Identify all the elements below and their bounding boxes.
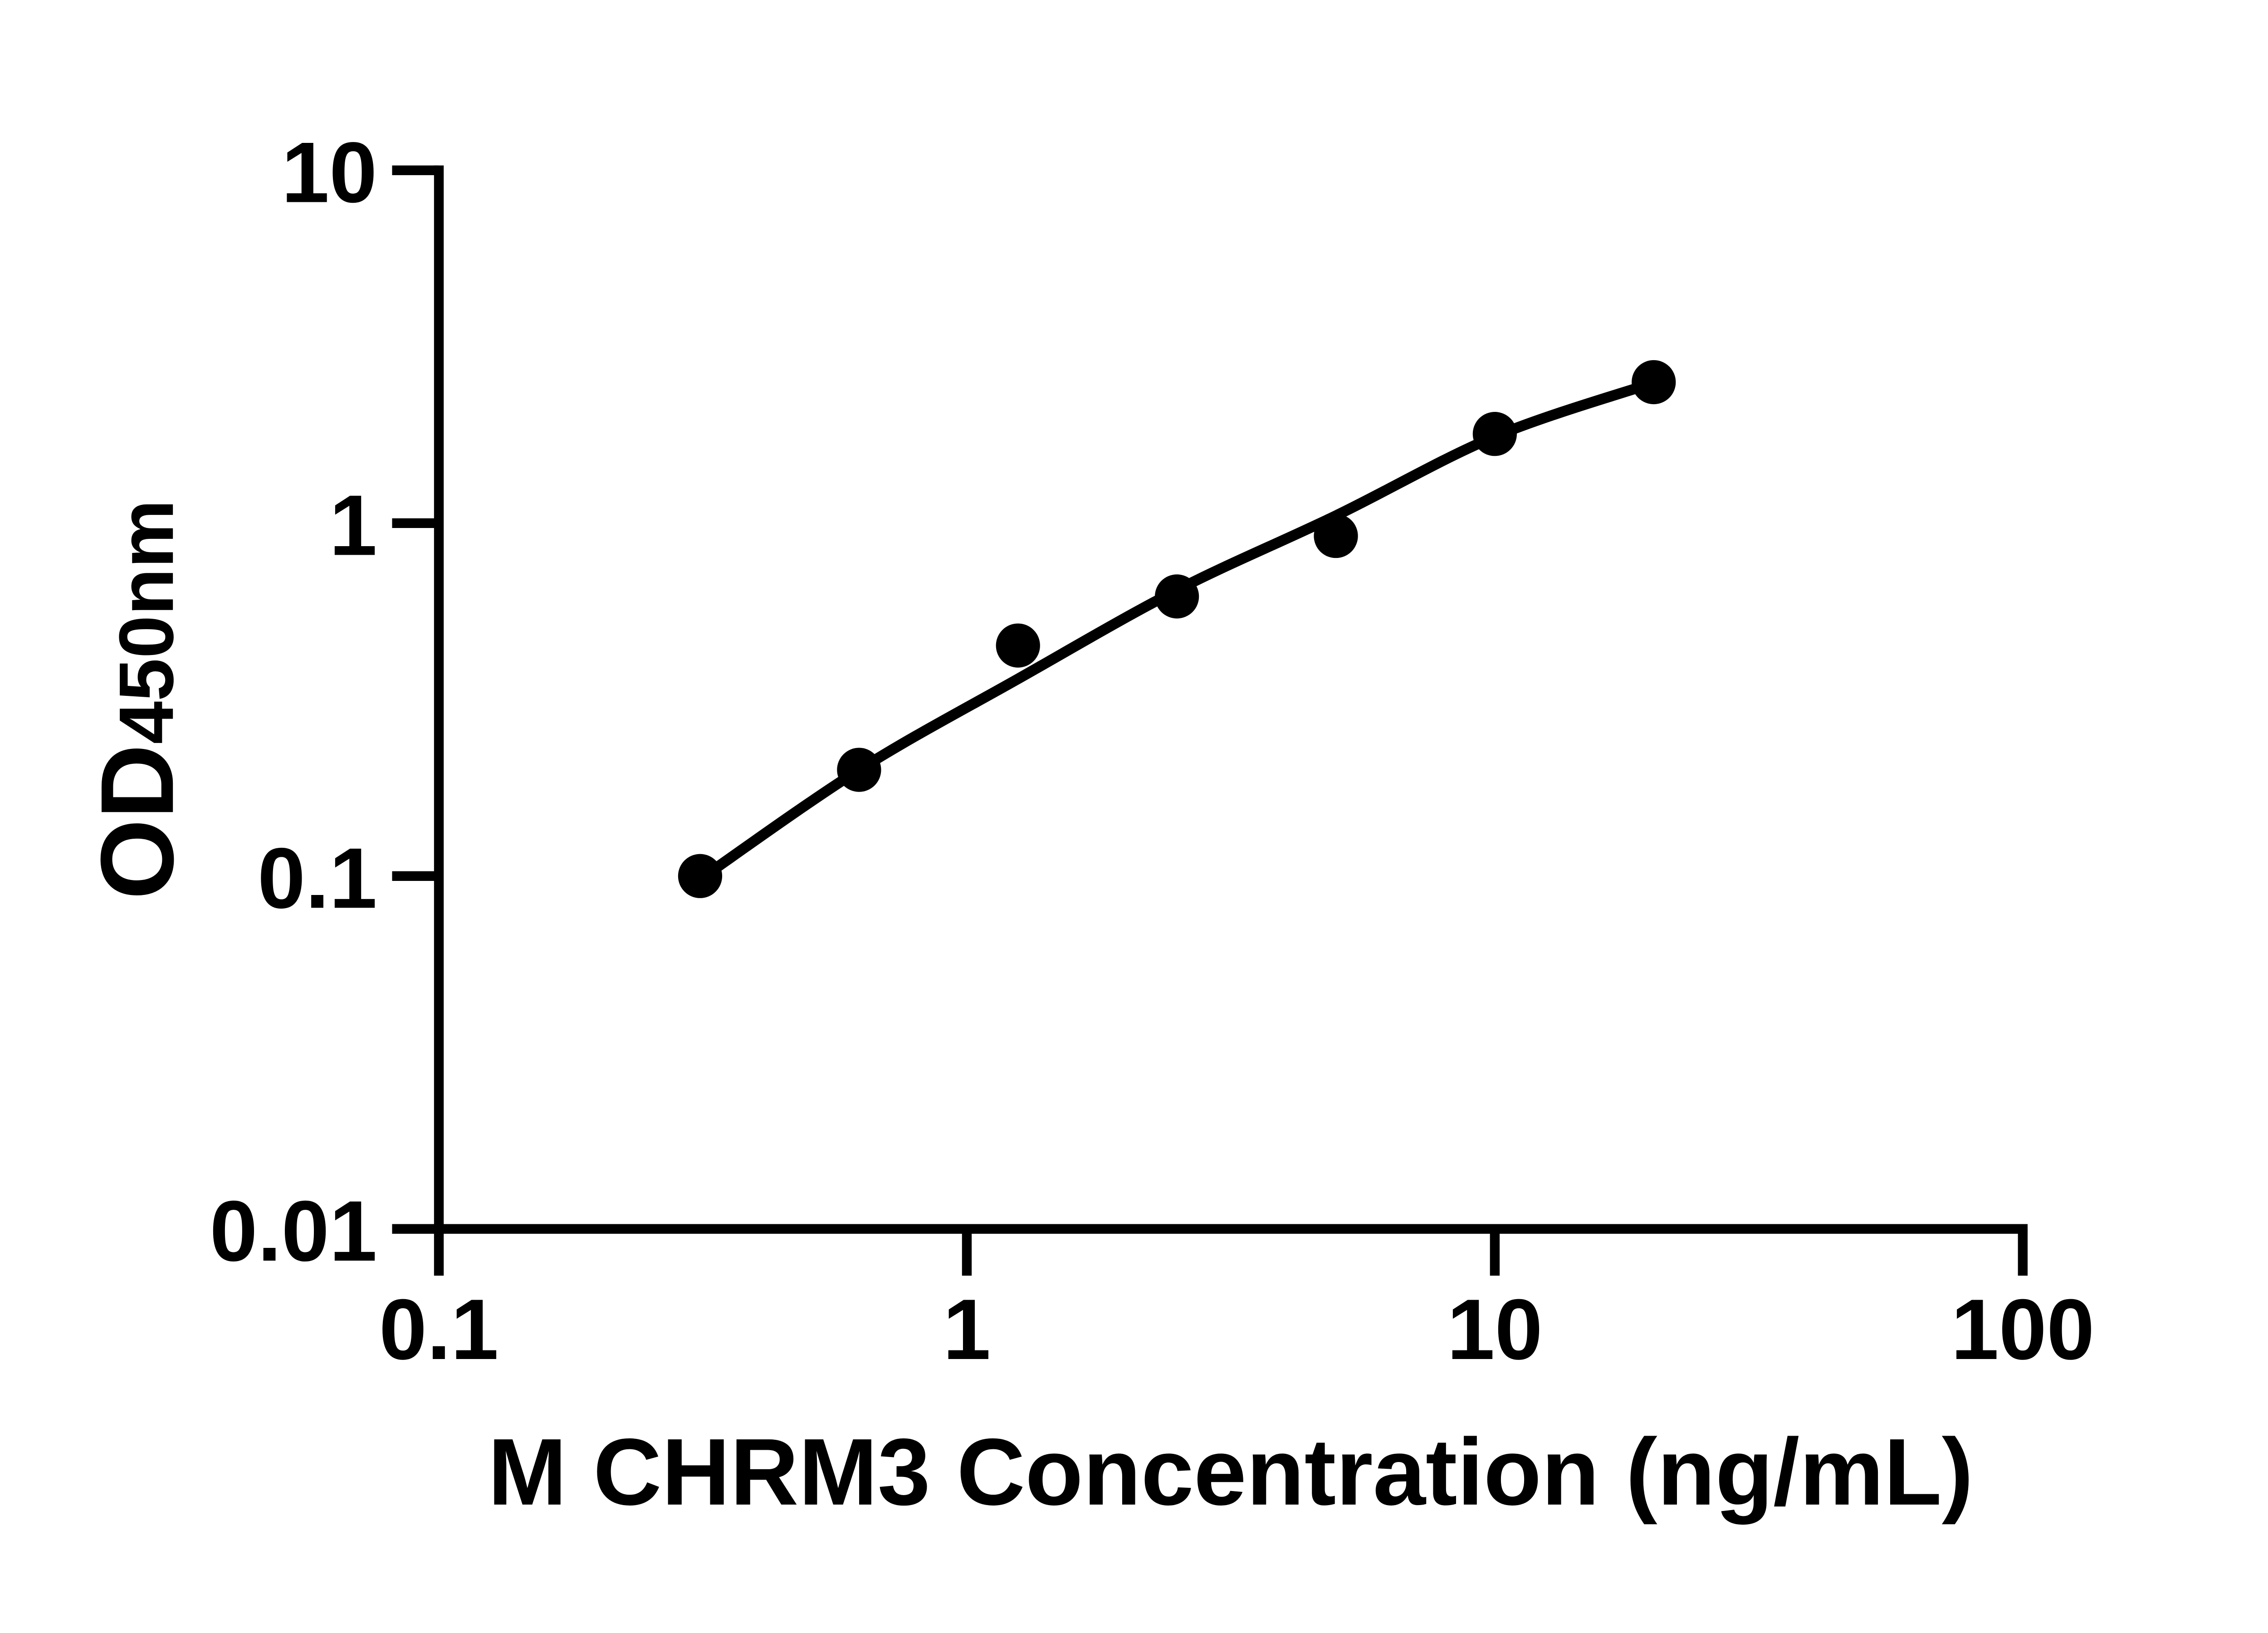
data-point-0.3125 [678,854,723,898]
x-tick-label-0.1: 0.1 [379,1281,499,1378]
x-tick-label-1: 1 [943,1281,991,1378]
y-tick-label-10: 10 [281,124,377,220]
data-point-0.625 [837,748,881,792]
x-tick-label-10: 10 [1447,1281,1543,1378]
data-point-5 [1314,513,1358,558]
data-point-10 [1472,412,1517,456]
y-axis-title: OD450nm [79,499,195,900]
x-tick-label-100: 100 [1951,1281,2094,1378]
y-tick-label-0.01: 0.01 [210,1183,377,1279]
y-tick-label-0.1: 0.1 [258,830,377,926]
data-point-20 [1632,360,1676,405]
y-axis-title-subscript: 450nm [103,499,190,744]
x-axis-title: M CHRM3 Concentration (ng/mL) [488,1419,1974,1525]
y-axis-title-main: OD [79,744,195,900]
data-point-2.5 [1154,574,1199,619]
y-tick-label-1: 1 [329,477,377,573]
data-point-1.25 [996,623,1040,668]
plot-background [0,22,2268,1611]
